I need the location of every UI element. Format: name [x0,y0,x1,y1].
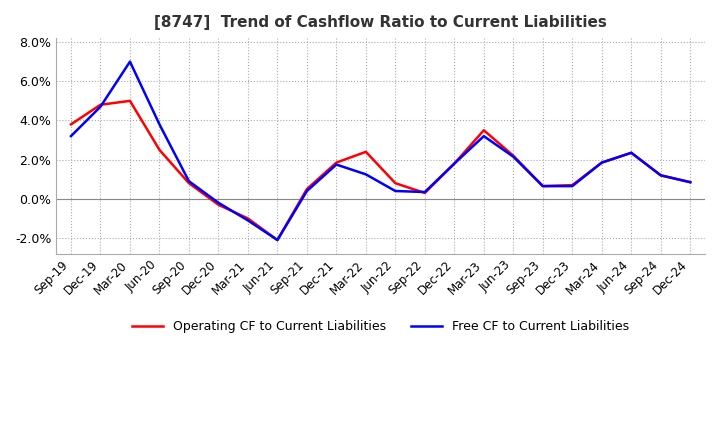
Free CF to Current Liabilities [480,133,488,139]
Free CF to Current Liabilities [568,183,577,189]
Title: [8747]  Trend of Cashflow Ratio to Current Liabilities: [8747] Trend of Cashflow Ratio to Curren… [154,15,607,30]
Free CF to Current Liabilities [125,59,134,64]
Operating CF to Current Liabilities [67,122,76,127]
Operating CF to Current Liabilities [657,172,665,178]
Operating CF to Current Liabilities [509,153,518,158]
Line: Operating CF to Current Liabilities: Operating CF to Current Liabilities [71,101,690,240]
Operating CF to Current Liabilities [302,187,311,192]
Operating CF to Current Liabilities [361,149,370,154]
Operating CF to Current Liabilities [96,102,105,107]
Operating CF to Current Liabilities [332,160,341,165]
Operating CF to Current Liabilities [539,183,547,189]
Operating CF to Current Liabilities [214,202,222,207]
Free CF to Current Liabilities [598,160,606,165]
Operating CF to Current Liabilities [125,98,134,103]
Operating CF to Current Liabilities [627,150,636,155]
Free CF to Current Liabilities [509,154,518,159]
Operating CF to Current Liabilities [273,238,282,243]
Free CF to Current Liabilities [627,150,636,155]
Operating CF to Current Liabilities [568,183,577,188]
Free CF to Current Liabilities [332,162,341,167]
Free CF to Current Liabilities [539,183,547,189]
Operating CF to Current Liabilities [450,161,459,166]
Free CF to Current Liabilities [67,133,76,139]
Operating CF to Current Liabilities [420,191,429,196]
Operating CF to Current Liabilities [184,180,193,186]
Free CF to Current Liabilities [420,189,429,194]
Free CF to Current Liabilities [214,200,222,205]
Free CF to Current Liabilities [273,238,282,243]
Operating CF to Current Liabilities [598,160,606,165]
Operating CF to Current Liabilities [480,128,488,133]
Operating CF to Current Liabilities [686,180,695,185]
Free CF to Current Liabilities [450,161,459,166]
Line: Free CF to Current Liabilities: Free CF to Current Liabilities [71,62,690,240]
Free CF to Current Liabilities [243,218,252,223]
Operating CF to Current Liabilities [243,216,252,221]
Free CF to Current Liabilities [657,172,665,178]
Operating CF to Current Liabilities [391,180,400,186]
Operating CF to Current Liabilities [155,147,163,153]
Legend: Operating CF to Current Liabilities, Free CF to Current Liabilities: Operating CF to Current Liabilities, Fre… [127,315,634,338]
Free CF to Current Liabilities [96,104,105,110]
Free CF to Current Liabilities [184,179,193,184]
Free CF to Current Liabilities [155,122,163,127]
Free CF to Current Liabilities [361,172,370,177]
Free CF to Current Liabilities [686,180,695,185]
Free CF to Current Liabilities [391,188,400,194]
Free CF to Current Liabilities [302,188,311,194]
